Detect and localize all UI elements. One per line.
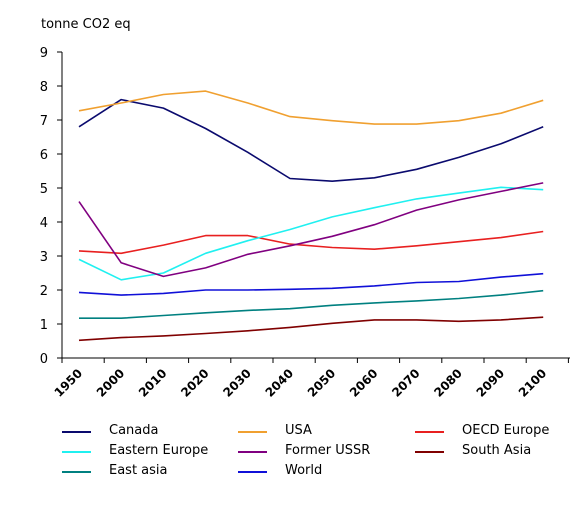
x-tick-label: 2020 bbox=[178, 366, 212, 400]
series-line-canada bbox=[78, 98, 544, 182]
y-tick-label: 5 bbox=[40, 182, 48, 197]
legend-label: Eastern Europe bbox=[109, 443, 209, 458]
y-tick-label: 6 bbox=[40, 148, 48, 163]
y-tick-label: 9 bbox=[40, 46, 48, 61]
y-ticks: 0 1 2 3 4 5 6 7 8 9 bbox=[40, 46, 62, 367]
series-line-usa bbox=[78, 90, 544, 125]
legend-label: OECD Europe bbox=[462, 423, 550, 438]
x-tick-label: 2080 bbox=[431, 366, 465, 400]
x-tick-label: 2050 bbox=[305, 366, 339, 400]
series-line-oecd-europe bbox=[78, 230, 544, 255]
legend-swatch bbox=[415, 451, 444, 453]
x-tick-label: 2040 bbox=[263, 366, 297, 400]
legend-label: South Asia bbox=[462, 443, 532, 458]
series-line-south-asia bbox=[78, 316, 544, 342]
x-tick-label: 2000 bbox=[94, 366, 128, 400]
legend-swatch bbox=[62, 471, 91, 473]
series-line-east-asia bbox=[79, 289, 544, 320]
x-tick-label: 2030 bbox=[220, 366, 254, 400]
y-tick-label: 8 bbox=[40, 80, 48, 95]
y-tick-label: 1 bbox=[40, 318, 48, 333]
x-tick-label: 2070 bbox=[389, 366, 423, 400]
legend-swatch bbox=[238, 451, 267, 453]
x-tick-label: 2100 bbox=[516, 366, 550, 400]
y-tick-label: 2 bbox=[40, 284, 48, 299]
series-line-world bbox=[78, 272, 544, 296]
legend-label: World bbox=[285, 463, 323, 478]
y-tick-label: 0 bbox=[40, 352, 48, 367]
series-line-eastern-europe bbox=[78, 186, 544, 281]
legend-label: East asia bbox=[109, 463, 168, 478]
legend-swatch bbox=[62, 451, 91, 453]
y-tick-label: 4 bbox=[40, 216, 48, 231]
legend-swatch bbox=[415, 431, 444, 433]
axes bbox=[61, 52, 570, 359]
legend-label: Canada bbox=[109, 423, 159, 438]
x-tick-label: 2060 bbox=[347, 366, 381, 400]
x-ticks: 1950 2000 2010 2020 2030 2040 2050 2060 2070 2080… bbox=[52, 358, 569, 400]
y-axis-label: tonne CO2 eq bbox=[41, 17, 131, 32]
series-line-former-ussr bbox=[78, 182, 544, 278]
y-tick-label: 3 bbox=[40, 250, 48, 265]
legend-swatch bbox=[238, 471, 267, 473]
x-tick-label: 1950 bbox=[52, 366, 86, 400]
legend-label: USA bbox=[285, 423, 312, 438]
legend-swatch bbox=[62, 431, 91, 433]
x-tick-label: 2010 bbox=[136, 366, 170, 400]
legend-swatch bbox=[238, 431, 267, 433]
legend-label: Former USSR bbox=[285, 443, 371, 458]
y-tick-label: 7 bbox=[40, 114, 48, 129]
series-lines bbox=[78, 90, 544, 342]
x-tick-label: 2090 bbox=[474, 366, 508, 400]
